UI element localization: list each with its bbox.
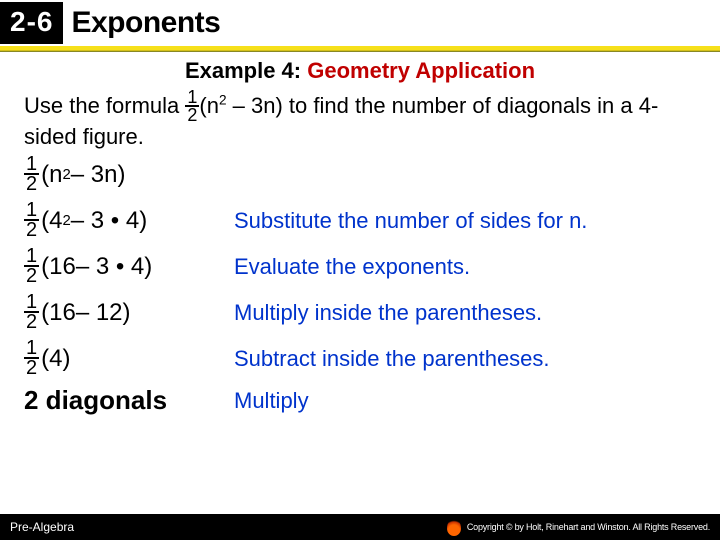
example-title: Example 4: Geometry Application [0,58,720,84]
step-expression: 12(4) [24,340,234,378]
intro-prefix: Use the formula [24,93,185,118]
step-fraction: 12 [24,247,39,285]
intro-fraction: 12 [185,89,199,123]
expr-part-a: (n [41,161,62,189]
expr-part-b: – 3 • 4) [76,253,152,281]
step-explanation: Subtract inside the parentheses. [234,346,550,371]
lesson-number-badge: 2-6 [0,2,63,44]
lesson-header: 2-6 Exponents [0,0,720,46]
fraction-denominator: 2 [24,267,39,285]
fraction-numerator: 1 [24,155,39,175]
step-expression: 12(16 – 12) [24,294,234,332]
example-name: Geometry Application [307,58,535,83]
expr-part-a: (16 [41,253,76,281]
fraction-numerator: 1 [24,293,39,313]
step-fraction: 12 [24,293,39,331]
slide-footer: Pre-Algebra Copyright © by Holt, Rinehar… [0,514,720,540]
footer-right: Copyright © by Holt, Rinehart and Winsto… [447,518,710,536]
fraction-denominator: 2 [185,107,199,123]
step-2: 12(42 – 3 • 4) Substitute the number of … [24,202,700,240]
fraction-denominator: 2 [24,359,39,377]
example-label: Example 4: [185,58,301,83]
step-explanation: Multiply inside the parentheses. [234,300,542,325]
lesson-title: Exponents [71,6,220,40]
fraction-denominator: 2 [24,313,39,331]
step-expression: 12(16 – 3 • 4) [24,248,234,286]
intro-after-frac: (n [199,93,219,118]
final-expression: 2 diagonals [24,386,234,416]
step-fraction: 12 [24,201,39,239]
step-4: 12(16 – 12) Multiply inside the parenthe… [24,294,700,332]
header-rule [0,46,720,52]
publisher-logo-icon [447,518,461,536]
expr-part-b: – 12) [76,299,131,327]
fraction-numerator: 1 [24,247,39,267]
expr-part-b: – 3 • 4) [71,207,147,235]
step-fraction: 12 [24,339,39,377]
fraction-numerator: 1 [24,339,39,359]
slide-content: Use the formula 12(n2 – 3n) to find the … [0,90,720,416]
step-expression: 12(n2 – 3n) [24,156,234,194]
step-expression: 12(42 – 3 • 4) [24,202,234,240]
footer-left-text: Pre-Algebra [10,520,74,534]
intro-exponent: 2 [219,93,227,108]
expr-part-a: (16 [41,299,76,327]
expr-part-b: – 3n) [71,161,126,189]
fraction-denominator: 2 [24,221,39,239]
step-explanation: Evaluate the exponents. [234,254,470,279]
expr-part-a: (4 [41,207,62,235]
fraction-numerator: 1 [24,201,39,221]
step-fraction: 12 [24,155,39,193]
step-1: 12(n2 – 3n) [24,156,700,194]
step-final: 2 diagonals Multiply [24,386,700,416]
step-5: 12(4) Subtract inside the parentheses. [24,340,700,378]
copyright-text: Copyright © by Holt, Rinehart and Winsto… [467,522,710,532]
step-3: 12(16 – 3 • 4) Evaluate the exponents. [24,248,700,286]
step-explanation: Substitute the number of sides for n. [234,208,587,233]
expr-part-a: (4) [41,345,70,373]
step-explanation: Multiply [234,388,309,413]
fraction-denominator: 2 [24,175,39,193]
intro-text: Use the formula 12(n2 – 3n) to find the … [24,90,700,150]
